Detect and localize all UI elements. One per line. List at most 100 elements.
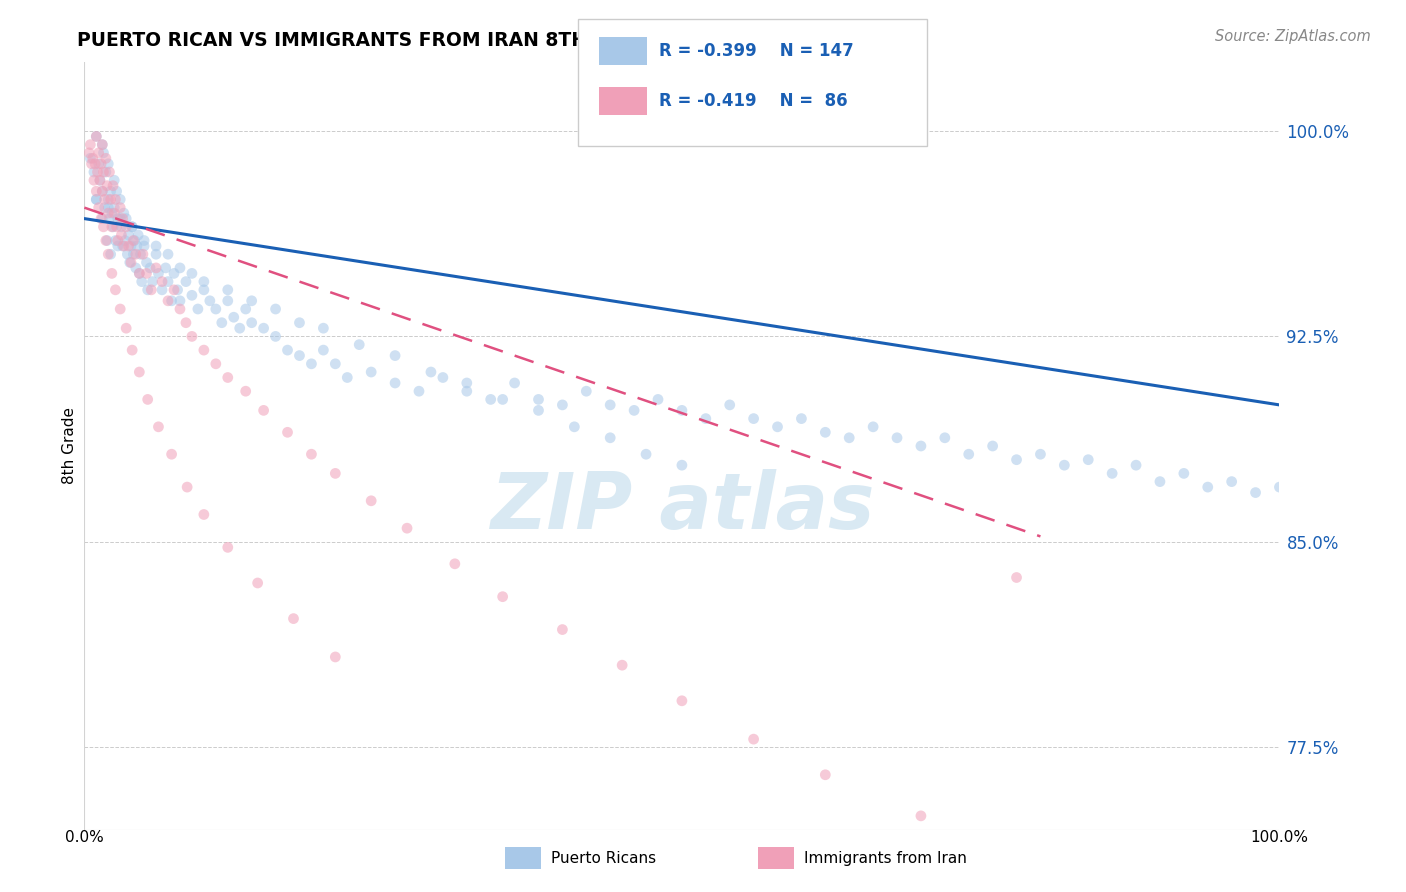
Point	[91, 184, 114, 198]
Point	[98, 165, 121, 179]
Point	[91, 211, 114, 226]
Point	[90, 211, 112, 226]
Point	[121, 219, 143, 234]
Point	[551, 623, 574, 637]
Point	[115, 219, 138, 234]
Point	[1053, 458, 1076, 472]
Point	[77, 145, 100, 160]
Point	[79, 151, 101, 165]
Point	[193, 343, 215, 357]
Point	[503, 376, 526, 390]
Point	[283, 611, 305, 625]
Point	[1125, 458, 1147, 472]
Point	[181, 329, 204, 343]
Point	[253, 403, 276, 417]
Point	[217, 370, 239, 384]
Point	[148, 266, 170, 280]
Point	[671, 458, 693, 472]
Point	[1077, 452, 1099, 467]
Point	[128, 365, 150, 379]
Point	[97, 157, 120, 171]
Point	[623, 403, 645, 417]
Point	[122, 234, 145, 248]
Point	[127, 227, 149, 242]
Point	[217, 293, 239, 308]
Point	[86, 193, 108, 207]
Point	[205, 357, 228, 371]
Point	[86, 193, 108, 207]
Point	[325, 649, 347, 664]
Point	[132, 234, 156, 248]
Point	[174, 316, 197, 330]
Point	[396, 521, 419, 535]
Point	[93, 193, 115, 207]
Text: PUERTO RICAN VS IMMIGRANTS FROM IRAN 8TH GRADE CORRELATION CHART: PUERTO RICAN VS IMMIGRANTS FROM IRAN 8TH…	[77, 31, 898, 50]
Text: 0.0%: 0.0%	[65, 830, 104, 845]
Point	[169, 301, 191, 316]
Point	[360, 365, 382, 379]
Point	[103, 173, 125, 187]
Point	[235, 301, 257, 316]
Point	[157, 247, 180, 261]
Point	[96, 234, 118, 248]
Point	[129, 247, 152, 261]
Point	[101, 266, 124, 280]
Point	[112, 206, 135, 220]
Point	[87, 157, 110, 171]
Point	[718, 398, 741, 412]
Point	[174, 275, 197, 289]
Point	[934, 431, 956, 445]
Text: 100.0%: 100.0%	[1250, 830, 1309, 845]
Point	[145, 239, 167, 253]
Point	[288, 349, 311, 363]
Point	[1029, 447, 1052, 461]
Point	[301, 447, 323, 461]
Point	[80, 157, 103, 171]
Point	[301, 357, 323, 371]
Point	[82, 151, 104, 165]
Point	[790, 411, 813, 425]
Point	[86, 184, 108, 198]
Point	[98, 211, 121, 226]
Point	[104, 193, 127, 207]
Point	[217, 541, 239, 555]
Point	[90, 157, 112, 171]
Text: Puerto Ricans: Puerto Ricans	[551, 851, 657, 865]
Point	[128, 266, 150, 280]
Point	[456, 384, 478, 399]
Point	[527, 403, 550, 417]
Point	[139, 260, 162, 275]
Point	[277, 425, 299, 440]
Point	[253, 321, 276, 335]
Point	[1149, 475, 1171, 489]
Point	[163, 283, 186, 297]
Point	[235, 384, 257, 399]
Point	[84, 157, 107, 171]
Point	[93, 145, 115, 160]
Point	[1005, 570, 1028, 584]
Y-axis label: 8th Grade: 8th Grade	[62, 408, 77, 484]
Point	[103, 206, 125, 220]
Point	[160, 447, 183, 461]
Point	[551, 398, 574, 412]
Point	[1244, 485, 1267, 500]
Point	[205, 301, 228, 316]
Point	[125, 247, 148, 261]
Point	[169, 293, 191, 308]
Point	[193, 508, 215, 522]
Point	[193, 275, 215, 289]
Point	[564, 419, 586, 434]
Point	[105, 184, 128, 198]
Text: ZIP atlas: ZIP atlas	[489, 469, 875, 545]
Point	[176, 480, 198, 494]
Point	[612, 658, 634, 673]
Point	[444, 557, 467, 571]
Point	[117, 239, 139, 253]
Point	[86, 165, 108, 179]
Point	[325, 467, 347, 481]
Point	[128, 266, 150, 280]
Point	[112, 239, 135, 253]
Point	[103, 201, 125, 215]
Point	[492, 392, 515, 407]
Point	[122, 247, 145, 261]
